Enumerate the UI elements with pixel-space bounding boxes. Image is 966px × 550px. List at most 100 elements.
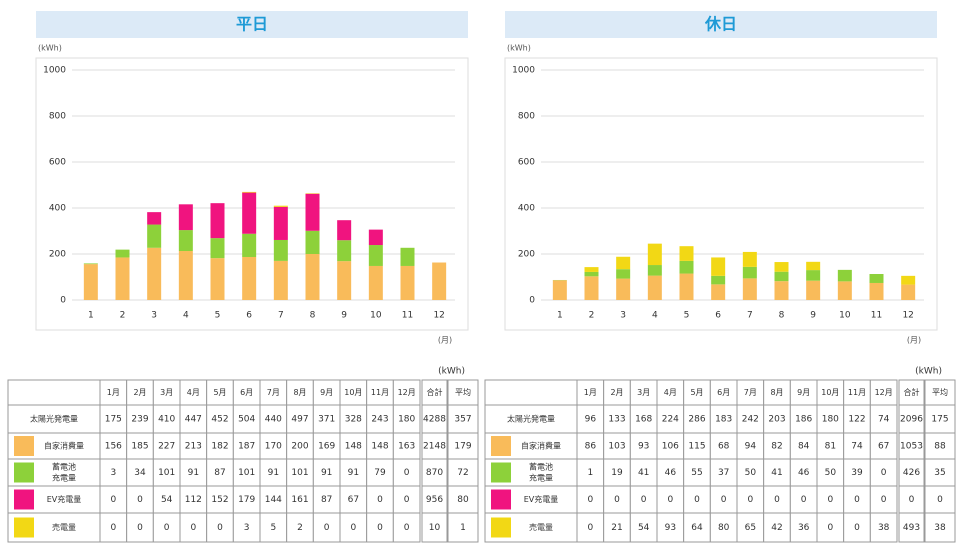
bar-segment <box>368 245 383 266</box>
table-value: 91 <box>321 468 332 478</box>
table-value: 94 <box>745 442 757 452</box>
table-cell <box>763 432 791 460</box>
table-value: 182 <box>211 442 228 452</box>
table-cell <box>447 512 479 543</box>
table-value: 152 <box>211 495 228 505</box>
bar-segment <box>400 265 415 300</box>
bar-segment <box>147 212 162 225</box>
bar-segment <box>616 278 631 300</box>
column-header: 10月 <box>344 388 362 397</box>
table-cell <box>392 512 421 543</box>
table-cell <box>339 485 368 514</box>
table-value: 46 <box>798 468 810 478</box>
x-tick-label: 6 <box>715 311 721 321</box>
table-value: 19 <box>611 468 623 478</box>
table-cell <box>312 512 341 543</box>
table-value: 79 <box>374 468 386 478</box>
table-value: 122 <box>848 415 865 425</box>
table-value: 0 <box>404 468 410 478</box>
row-label: 売電量 <box>52 522 76 532</box>
table-value: 0 <box>190 523 196 533</box>
table-value: 91 <box>188 468 199 478</box>
row-label: 売電量 <box>529 522 553 532</box>
table-value: 64 <box>691 523 703 533</box>
table-cell <box>603 432 631 460</box>
table-value: 0 <box>350 523 356 533</box>
y-tick-label: 0 <box>529 296 535 306</box>
table-value: 101 <box>238 468 255 478</box>
color-swatch <box>491 462 511 483</box>
table-value: 36 <box>798 523 810 533</box>
table-cell <box>206 458 234 487</box>
table-value: 148 <box>371 442 388 452</box>
bar-segment <box>273 206 288 240</box>
table-value: 67 <box>348 495 359 505</box>
table-cell <box>709 485 738 514</box>
table-cell <box>232 512 261 543</box>
table-cell <box>603 404 631 434</box>
table-value: 0 <box>721 495 727 505</box>
table-cell <box>392 432 421 460</box>
color-swatch <box>14 489 34 510</box>
x-tick-label: 3 <box>151 311 157 321</box>
bar-segment <box>806 280 821 300</box>
table-cell <box>736 432 765 460</box>
table-cell <box>232 379 261 406</box>
column-header: 5月 <box>213 388 226 397</box>
x-tick-label: 4 <box>183 311 189 321</box>
table-cell <box>126 512 154 543</box>
table-average: 0 <box>937 495 943 505</box>
table-cell <box>421 432 448 460</box>
table-cell <box>179 458 208 487</box>
column-header: 11月 <box>371 388 389 397</box>
y-tick-label: 800 <box>518 112 535 122</box>
row-label: 太陽光発電量 <box>507 414 555 424</box>
bar-segment <box>368 265 383 300</box>
table-cell <box>392 485 421 514</box>
table-cell <box>339 404 368 434</box>
bar-segment <box>774 271 789 282</box>
table-value: 180 <box>822 415 839 425</box>
x-tick-label: 3 <box>620 311 626 321</box>
column-header: 6月 <box>717 388 730 397</box>
table-cell <box>683 512 711 543</box>
bar-segment <box>806 261 821 271</box>
bar-segment <box>616 256 631 270</box>
bar-segment <box>869 274 884 283</box>
table-value: 168 <box>635 415 652 425</box>
table-value: 106 <box>662 442 679 452</box>
table-value: 133 <box>608 415 625 425</box>
column-header: 平均 <box>932 387 948 397</box>
table-value: 42 <box>771 523 782 533</box>
bar-segment <box>584 267 599 272</box>
table-value: 38 <box>878 523 890 533</box>
table-cell <box>339 458 368 487</box>
table-value: 0 <box>747 495 753 505</box>
table-cell <box>869 512 898 543</box>
table-value: 103 <box>608 442 625 452</box>
x-tick-label: 2 <box>120 311 126 321</box>
y-tick-label: 200 <box>518 250 535 260</box>
table-value: 243 <box>371 415 388 425</box>
table-cell <box>603 458 631 487</box>
table-cell <box>447 432 479 460</box>
table-value: 3 <box>110 468 116 478</box>
column-header: 10月 <box>821 388 839 397</box>
table-cell <box>99 512 128 543</box>
table-value: 0 <box>854 495 860 505</box>
column-header: 6月 <box>240 388 253 397</box>
table-cell <box>924 485 956 514</box>
bar-segment <box>242 233 257 257</box>
table-value: 0 <box>881 468 887 478</box>
table-cell <box>924 512 956 543</box>
column-header: 9月 <box>320 388 333 397</box>
table-cell <box>179 512 208 543</box>
table-value: 163 <box>398 442 415 452</box>
table-value: 2 <box>297 523 303 533</box>
table-value: 440 <box>265 415 282 425</box>
table-value: 0 <box>110 523 116 533</box>
table-value: 86 <box>585 442 597 452</box>
row-label: 充電量 <box>52 473 76 483</box>
table-total: 4288 <box>423 415 446 425</box>
table-cell <box>232 432 261 460</box>
